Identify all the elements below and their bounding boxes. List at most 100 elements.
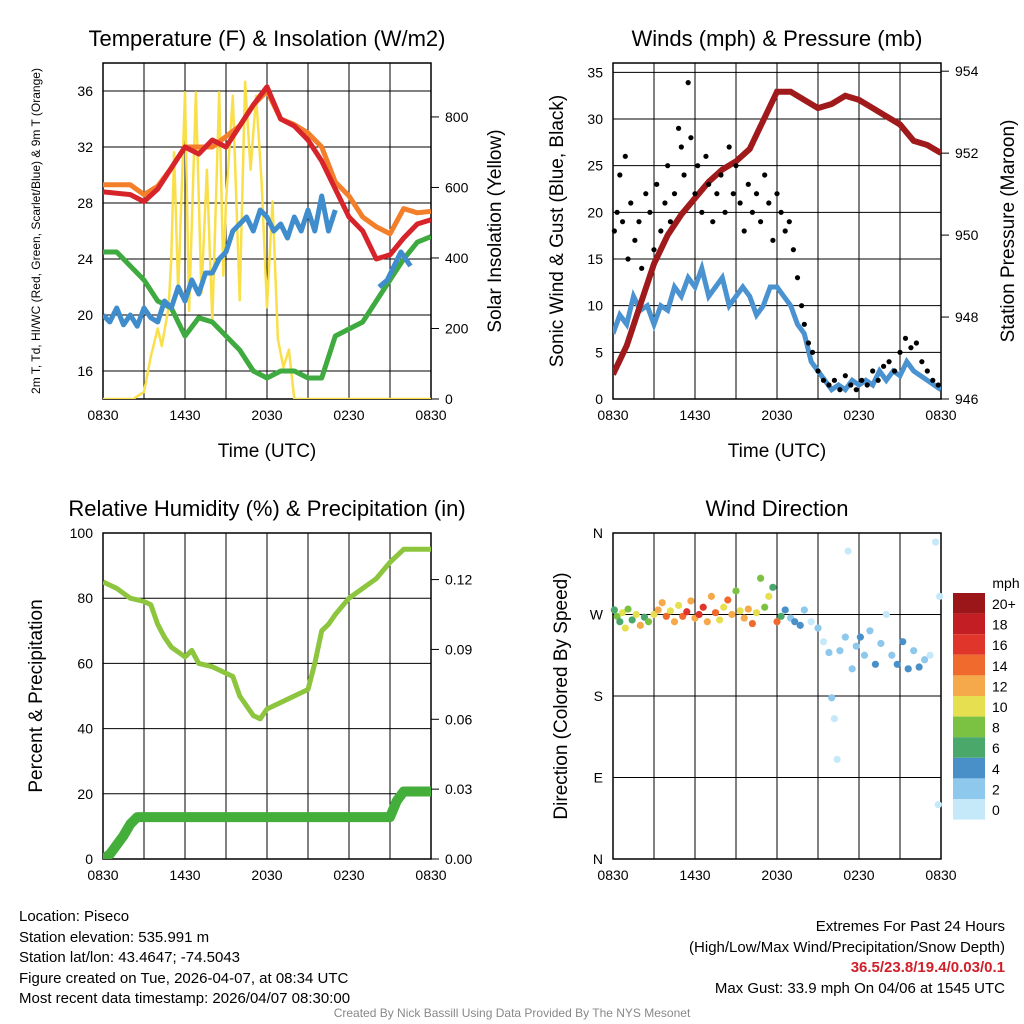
- x-tick-label: 0230: [843, 867, 874, 883]
- gust-point: [662, 200, 668, 206]
- gust-point: [875, 377, 881, 383]
- y-tick-label: 16: [77, 363, 93, 379]
- gust-point: [831, 377, 838, 383]
- y-tick-label: 5: [595, 344, 603, 360]
- x-tick-label: 0830: [597, 407, 628, 423]
- direction-point: [707, 592, 716, 600]
- direction-point: [610, 606, 618, 614]
- gust-point: [692, 191, 698, 197]
- y2-tick-label: 0: [445, 391, 453, 407]
- direction-point: [866, 627, 874, 635]
- gust-point: [902, 335, 909, 341]
- y-tick-label: 20: [77, 307, 93, 323]
- gust-point: [859, 377, 865, 383]
- y2-tick-label: 800: [445, 109, 469, 125]
- x-tick-label: 0830: [87, 867, 118, 883]
- legend-label: 8: [992, 720, 1000, 736]
- gust-point: [628, 200, 634, 206]
- legend-swatch: [953, 696, 985, 717]
- direction-point: [699, 603, 707, 611]
- gust-point: [753, 191, 760, 197]
- gust-point: [778, 209, 784, 215]
- direction-point: [836, 647, 844, 655]
- y2-tick-label: 0.00: [445, 851, 472, 867]
- y-tick-label: N: [593, 525, 603, 541]
- y2-tick-label: 948: [955, 309, 979, 325]
- gust-point: [703, 153, 709, 159]
- gust-point: [853, 387, 859, 393]
- gust-point: [799, 303, 805, 309]
- legend-label: 20+: [992, 596, 1016, 612]
- direction-point: [915, 663, 923, 671]
- gust-point: [774, 191, 780, 197]
- recent-timestamp: Most recent data timestamp: 2026/04/07 0…: [19, 990, 351, 1007]
- x-tick-label: 0230: [843, 407, 874, 423]
- plot-frame: [102, 62, 432, 400]
- y2-tick-label: 0.12: [445, 572, 472, 588]
- series-solar-insolation: [103, 80, 431, 399]
- legend-label: 2: [992, 781, 1000, 797]
- direction-point: [621, 624, 629, 632]
- station-info: Location: Piseco Station elevation: 535.…: [19, 907, 350, 1010]
- gust-point: [726, 144, 732, 150]
- direction-point: [658, 599, 666, 607]
- y2-tick-label: 0.06: [445, 711, 472, 727]
- direction-point: [833, 755, 841, 763]
- direction-point: [703, 618, 711, 626]
- legend-swatch: [953, 778, 985, 799]
- direction-point: [636, 621, 644, 629]
- gust-point: [699, 209, 705, 215]
- direction-point: [736, 607, 744, 615]
- direction-point: [926, 651, 934, 659]
- direction-point: [796, 621, 804, 629]
- direction-point: [856, 633, 864, 641]
- direction-point: [744, 605, 752, 613]
- y-tick-label: 20: [587, 204, 603, 220]
- y-tick-label: 30: [587, 111, 603, 127]
- gust-point: [848, 382, 854, 388]
- gust-point: [681, 172, 687, 178]
- location: Location: Piseco: [19, 908, 130, 925]
- gust-point: [762, 172, 768, 178]
- direction-point: [765, 592, 773, 600]
- plot-frame: [102, 532, 432, 860]
- legend-swatch: [953, 675, 985, 696]
- direction-point: [616, 618, 624, 626]
- y2-tick-label: 400: [445, 250, 469, 266]
- legend-label: 12: [992, 678, 1008, 694]
- direction-point: [670, 618, 679, 626]
- x-tick-label: 2030: [251, 407, 282, 423]
- gust-point: [737, 200, 743, 206]
- gust-point: [632, 237, 638, 243]
- gust-point: [647, 209, 653, 215]
- y-axis-title: Percent & Precipitation: [26, 599, 47, 792]
- direction-point: [761, 603, 769, 611]
- direction-point: [644, 618, 653, 626]
- x-tick-label: 0830: [925, 407, 956, 423]
- direction-point: [800, 606, 808, 614]
- gust-point: [695, 163, 701, 169]
- extremes-title: Extremes For Past 24 Hours: [815, 918, 1005, 935]
- direction-point: [769, 583, 777, 591]
- direction-point: [904, 665, 912, 673]
- direction-point: [662, 612, 670, 620]
- gust-point: [826, 382, 832, 388]
- direction-point: [936, 592, 944, 600]
- direction-point: [720, 603, 728, 611]
- y-tick-label: 0: [85, 851, 93, 867]
- x-axis-title: Time (UTC): [218, 441, 317, 462]
- legend-swatch: [953, 613, 985, 635]
- gust-point: [718, 172, 724, 178]
- y-axis-title: Direction (Colored By Speed): [551, 572, 572, 819]
- gust-point: [805, 340, 812, 346]
- legend-label: 16: [992, 637, 1008, 653]
- direction-point: [934, 801, 942, 809]
- x-tick-label: 1430: [679, 407, 710, 423]
- gust-point: [897, 349, 903, 355]
- direction-point: [819, 638, 828, 646]
- direction-point: [830, 715, 839, 723]
- direction-point: [666, 607, 675, 615]
- gust-point: [658, 228, 664, 234]
- direction-point: [852, 642, 860, 650]
